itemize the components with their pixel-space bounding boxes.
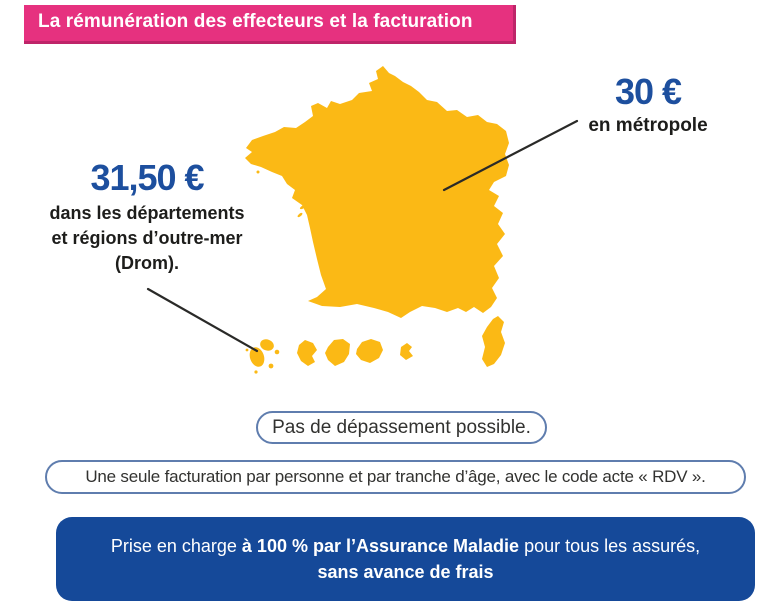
drom-island-guyane (325, 339, 350, 366)
drom-islands-group (245, 339, 413, 374)
drom-caption: dans les départements et régions d’outre… (36, 201, 258, 276)
header-title: La rémunération des effecteurs et la fac… (38, 11, 473, 32)
note-no-surcharge-pill: Pas de dépassement possible. (256, 411, 547, 444)
drom-island-mayotte (400, 343, 413, 360)
drom-caption-line-3: (Drom). (115, 253, 179, 273)
france-mainland-shape (245, 66, 509, 318)
drom-price-label: 31,50 € dans les départements et régions… (36, 158, 258, 276)
note-no-surcharge-text: Pas de dépassement possible. (272, 416, 531, 438)
note-single-billing-pill: Une seule facturation par personne et pa… (45, 460, 746, 494)
metropole-caption: en métropole (588, 115, 708, 136)
metropole-amount: 30 € (614, 71, 682, 112)
drom-islet (245, 348, 249, 352)
metropole-price-label: 30 € en métropole (578, 72, 718, 137)
coverage-banner: Prise en charge à 100 % par l’Assurance … (56, 517, 755, 601)
drom-island-guadeloupe (249, 347, 265, 367)
drom-amount: 31,50 € (90, 157, 204, 198)
atlantic-islet (299, 204, 307, 210)
coverage-line1-start: Prise en charge (110, 536, 242, 556)
note-single-billing-text: Une seule facturation par personne et pa… (85, 467, 706, 486)
drom-pointer-line (146, 287, 259, 353)
drom-islet (268, 363, 274, 369)
drom-island-guadeloupe (260, 339, 274, 351)
coverage-line-1: Prise en charge à 100 % par l’Assurance … (111, 533, 700, 559)
drom-caption-line-2: et régions d’outre-mer (51, 228, 243, 248)
drom-islet (254, 370, 258, 374)
corsica-shape (482, 316, 505, 367)
drom-caption-line-1: dans les départements (49, 203, 245, 223)
coverage-line1-bold: à 100 % par l’Assurance Maladie (241, 536, 520, 556)
drom-islet (274, 349, 280, 355)
atlantic-islet (297, 212, 303, 218)
drom-island-martinique (297, 340, 317, 366)
header-banner: La rémunération des effecteurs et la fac… (24, 5, 516, 44)
coverage-line-2: sans avance de frais (317, 562, 494, 582)
drom-island-reunion (356, 339, 383, 363)
metropole-pointer-line (442, 119, 579, 192)
brittany-islet (256, 170, 260, 174)
coverage-line1-end: pour tous les assurés, (519, 536, 701, 556)
